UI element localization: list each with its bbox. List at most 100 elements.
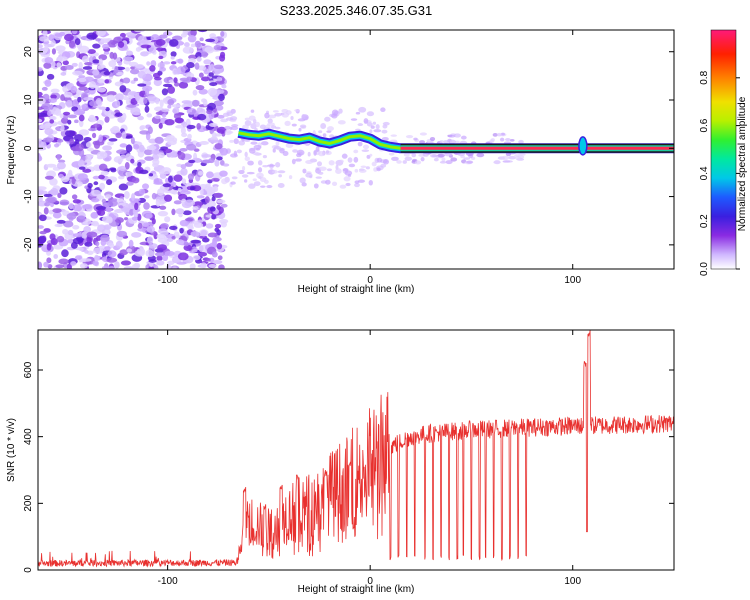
noise-blob [63,91,73,98]
noise-blob [86,231,98,238]
noise-blob [339,184,347,189]
noise-blob [108,138,118,142]
noise-blob [463,157,471,160]
noise-blob [362,144,370,150]
noise-blob [81,231,89,239]
noise-blob [74,119,79,124]
noise-blob [216,242,223,250]
noise-blob [117,60,123,66]
noise-blob [125,144,133,153]
noise-blob [231,124,239,128]
noise-blob [173,174,183,182]
noise-blob [499,137,505,142]
noise-blob [248,115,256,121]
noise-blob [56,219,66,224]
noise-blob [71,176,76,185]
noise-blob [53,244,64,250]
noise-blob [194,40,202,48]
noise-blob [267,164,276,167]
noise-blob [198,72,204,78]
noise-blob [102,145,112,151]
noise-blob [49,104,54,110]
noise-blob [38,67,43,72]
noise-blob [263,179,269,184]
noise-blob [84,61,93,66]
noise-blob [211,132,217,139]
noise-blob [155,115,161,120]
snr-ytick-label: 200 [23,495,34,512]
noise-blob [115,208,122,213]
noise-blob [92,123,100,128]
noise-blob [182,121,188,128]
noise-blob [162,61,171,65]
noise-blob [307,151,311,157]
noise-blob [299,124,307,129]
noise-blob [350,118,358,121]
noise-blob [105,107,110,112]
noise-blob [327,126,334,132]
noise-blob [158,55,164,60]
noise-blob [164,194,173,202]
spectrogram-ytick-label: 0 [23,145,34,151]
noise-blob [161,113,167,118]
noise-blob [353,156,359,163]
noise-blob [154,252,165,257]
noise-blob [211,196,216,202]
noise-blob [83,137,92,142]
noise-blob [60,72,67,76]
noise-blob [72,199,82,204]
noise-blob [107,39,118,48]
noise-blob [78,86,89,91]
noise-blob [331,109,339,116]
noise-blob [149,65,156,72]
noise-blob [139,169,149,175]
noise-blob [156,255,163,261]
noise-blob [126,181,134,186]
noise-blob [277,170,286,174]
noise-blob [505,138,511,142]
noise-blob [353,149,359,154]
noise-blob [41,86,48,91]
noise-blob [201,204,209,209]
noise-blob [130,158,135,164]
noise-blob [50,188,59,196]
noise-blob [230,181,236,185]
noise-blob [114,217,124,224]
noise-blob [189,263,196,269]
colorbar: 0.0 0.2 0.4 0.6 0.8 Normalized spectral ampl… [699,29,748,276]
noise-blob [405,135,414,139]
noise-blob [51,48,57,55]
noise-blob [90,211,99,219]
noise-blob [78,77,87,83]
noise-blob [175,208,185,215]
noise-blob [380,163,387,168]
noise-blob [38,188,44,196]
noise-blob [104,79,110,84]
noise-blob [376,157,383,163]
colorbar-tick-label: 0.2 [699,214,710,228]
noise-blob [42,30,48,37]
noise-blob [250,109,255,113]
noise-blob [142,222,150,228]
spectrogram-ytick-label: 10 [23,94,34,106]
noise-blob [382,124,388,129]
noise-blob [313,150,317,156]
noise-blob [164,119,175,126]
noise-blob [69,138,75,145]
spectrogram-xtick-label: 100 [564,275,581,286]
noise-blob [121,131,127,140]
noise-blob [290,116,294,120]
noise-blob [257,160,263,166]
noise-blob [72,204,83,212]
noise-blob [146,236,154,244]
noise-blob [439,160,447,164]
noise-blob [95,241,100,247]
noise-blob [179,147,188,152]
noise-blob [447,134,456,138]
noise-blob [109,127,120,134]
noise-blob [216,204,221,211]
noise-blob [103,70,111,76]
noise-blob [231,176,238,180]
noise-blob [221,178,228,185]
noise-blob [203,59,212,65]
